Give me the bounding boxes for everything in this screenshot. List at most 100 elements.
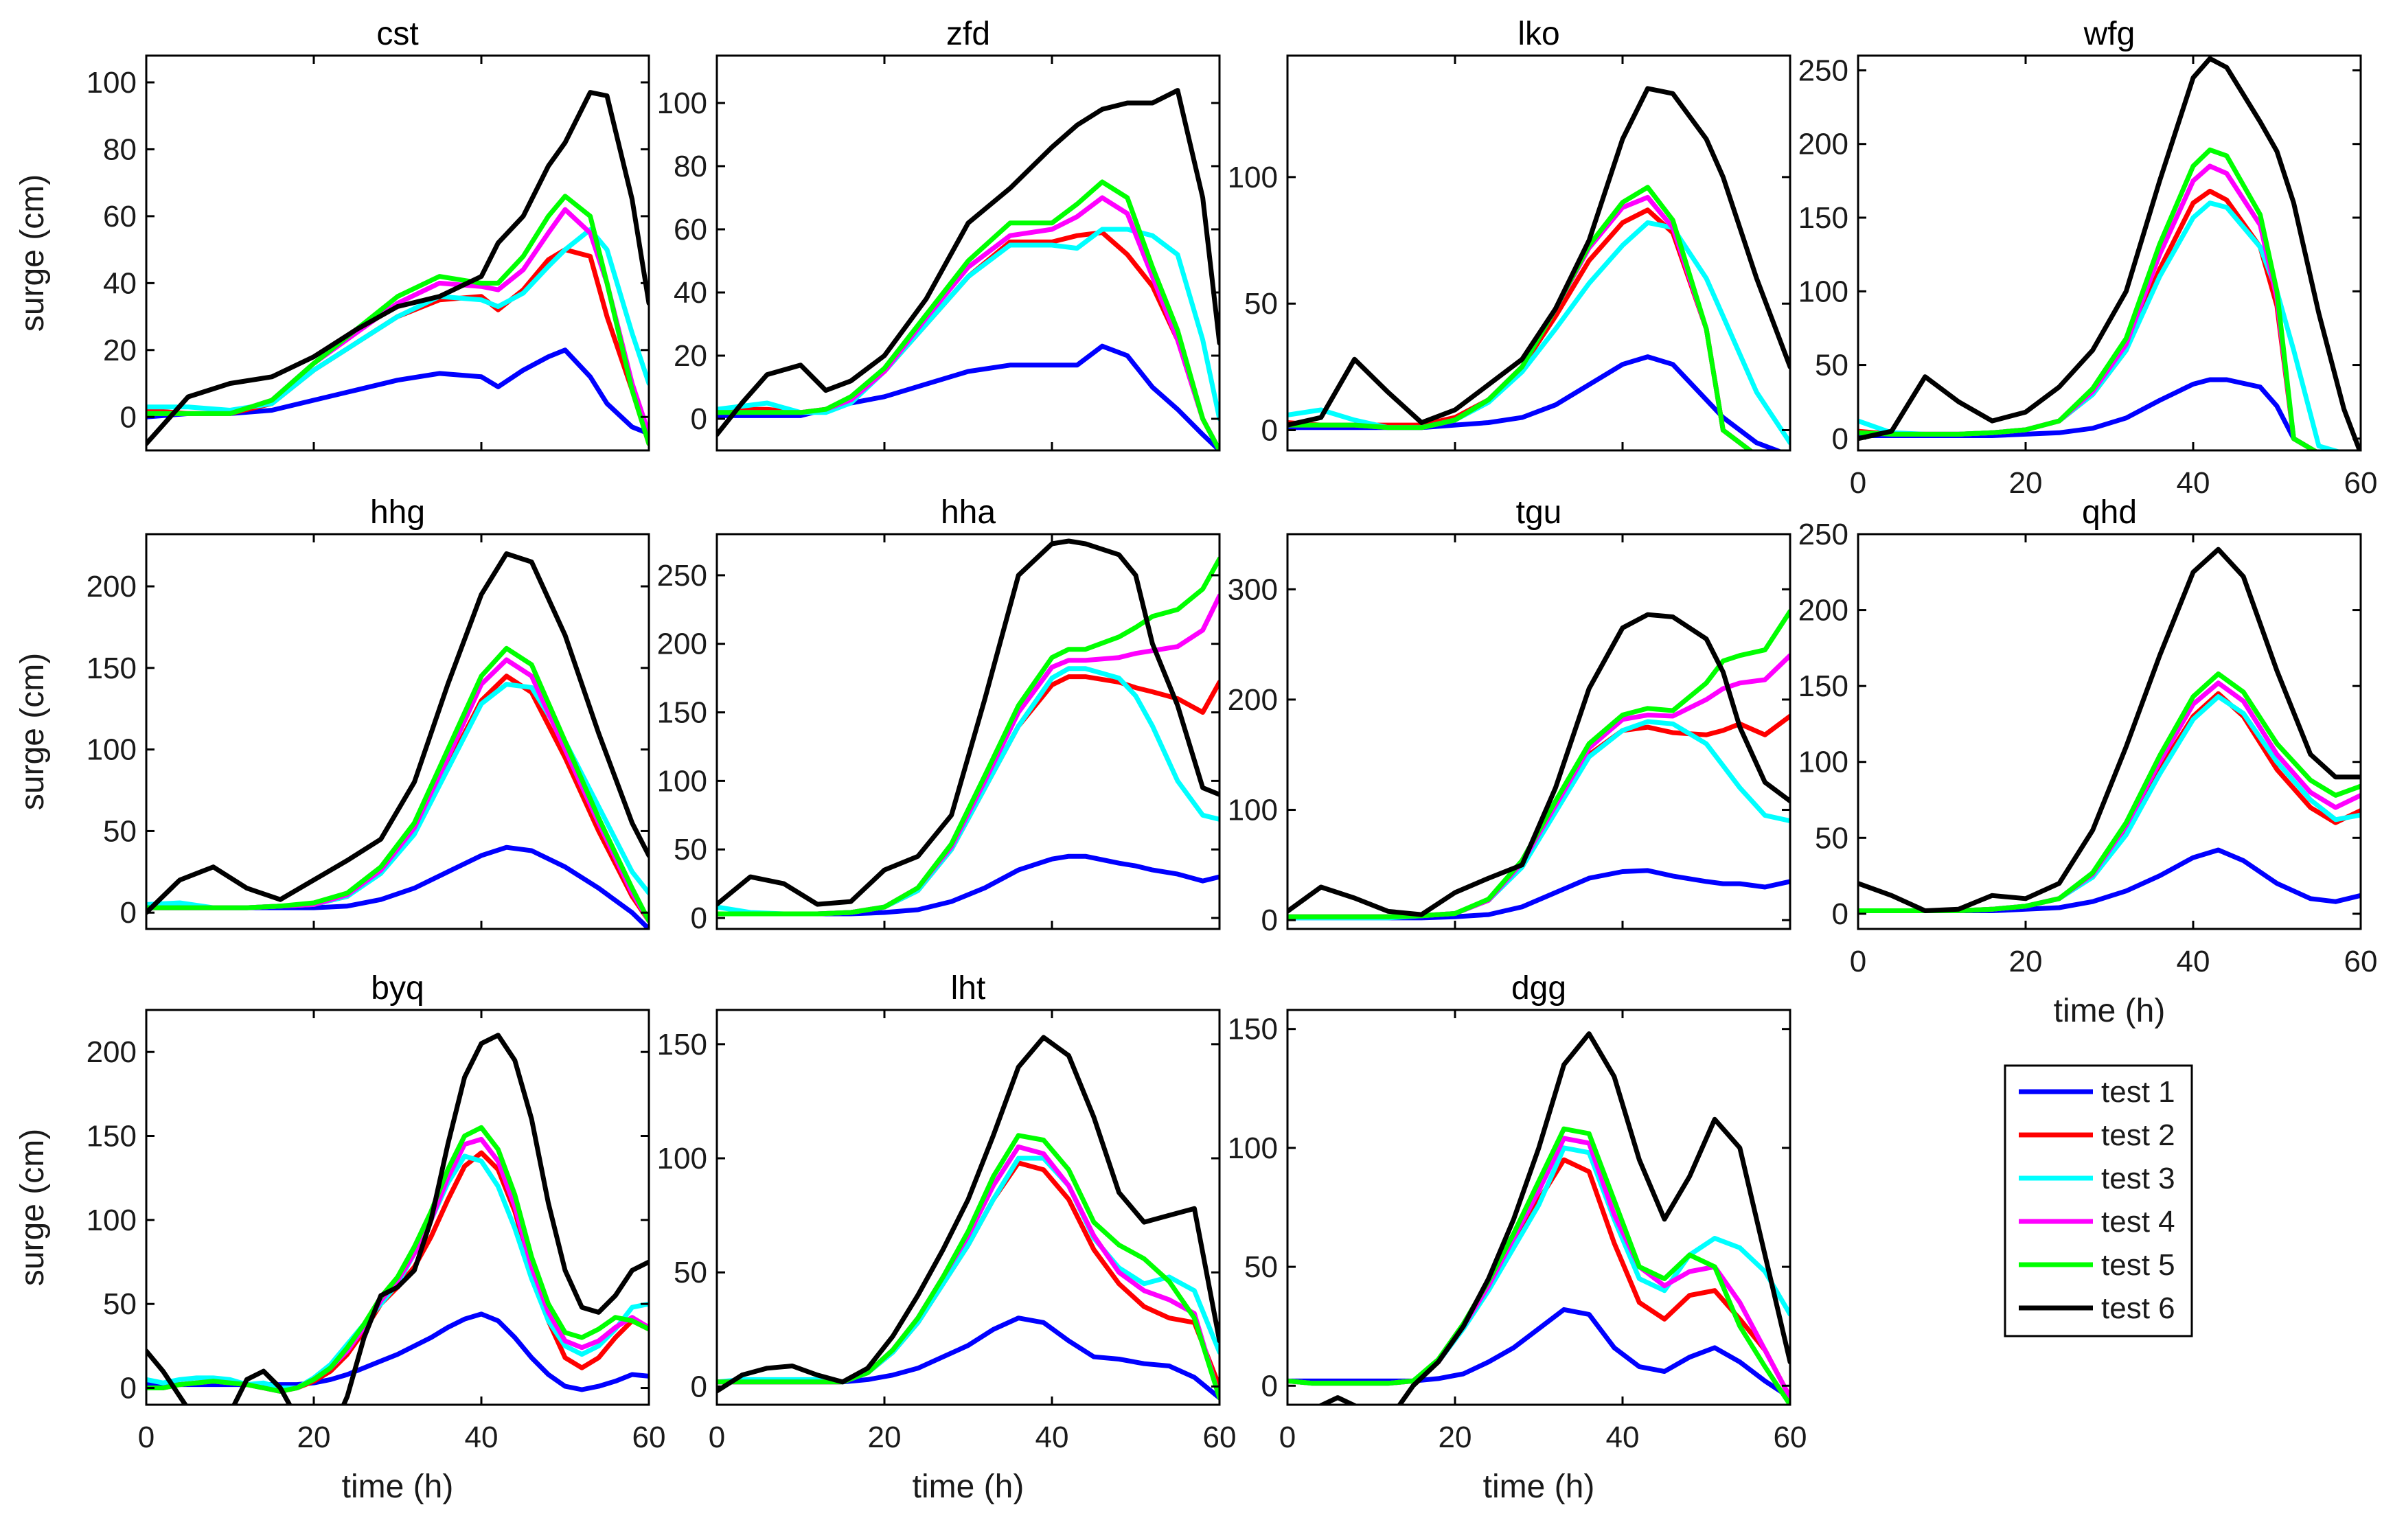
series-line-test-5 bbox=[1287, 185, 1754, 450]
legend-label-test-1: test 1 bbox=[2101, 1075, 2175, 1109]
series-line-test-1 bbox=[717, 853, 1219, 917]
y-tick-label: 80 bbox=[103, 133, 137, 166]
y-tick-label: 0 bbox=[120, 1372, 137, 1405]
panel-lko: 0 50 100 lko bbox=[1228, 16, 1791, 452]
series-line-test-5 bbox=[146, 194, 649, 446]
panel-hha: 0 50 100 150 200 250 hha bbox=[657, 494, 1221, 935]
series-line-test-1 bbox=[717, 343, 1219, 450]
series-line-test-3 bbox=[1858, 694, 2361, 913]
panel-cst: 0 20 40 60 80 100 cst surge (cm) bbox=[14, 16, 650, 452]
series-group bbox=[1287, 1031, 1790, 1405]
series-line-test-2 bbox=[146, 674, 649, 923]
legend-label-test-3: test 3 bbox=[2101, 1162, 2175, 1195]
panel-title: dgg bbox=[1511, 970, 1566, 1007]
y-tick-label: 0 bbox=[1261, 904, 1278, 937]
series-line-test-6 bbox=[717, 1035, 1219, 1394]
series-line-test-4 bbox=[1858, 680, 2361, 913]
legend-label-test-2: test 2 bbox=[2101, 1118, 2175, 1152]
y-tick-label: 100 bbox=[1228, 161, 1278, 194]
panel-title: lko bbox=[1518, 16, 1559, 52]
series-line-test-6 bbox=[1317, 1031, 1790, 1405]
y-tick-label: 100 bbox=[657, 1142, 707, 1175]
y-tick-label: 100 bbox=[1798, 746, 1848, 779]
series-group bbox=[717, 1035, 1219, 1401]
y-tick-label: 250 bbox=[657, 559, 707, 593]
y-tick-label: 250 bbox=[1798, 518, 1848, 551]
series-line-test-5 bbox=[1287, 608, 1790, 919]
panel-lht: 0 20 40 60 0 50 100 150 lht time (h) bbox=[657, 970, 1237, 1505]
x-tick-label: 40 bbox=[2177, 466, 2210, 500]
panels: 0 20 40 60 80 100 cst surge (cm) 0 20 40 60 80 100 zfd… bbox=[14, 16, 2377, 1505]
series-line-test-4 bbox=[1858, 163, 2319, 450]
panel-title: zfd bbox=[946, 16, 990, 52]
axes-frame bbox=[715, 54, 1221, 452]
series-line-test-1 bbox=[146, 844, 649, 929]
panel-title: hha bbox=[941, 494, 996, 531]
series-line-test-6 bbox=[146, 90, 649, 446]
y-tick-label: 0 bbox=[691, 1370, 707, 1403]
panel-qhd: 0 20 40 60 0 50 100 150 200 250 qhd time (h) bbox=[1798, 494, 2378, 1029]
x-tick-label: 40 bbox=[2177, 945, 2210, 978]
series-line-test-1 bbox=[1287, 868, 1790, 921]
y-tick-label: 150 bbox=[1228, 1013, 1278, 1046]
y-tick-label: 50 bbox=[1244, 1250, 1278, 1284]
series-group bbox=[1287, 608, 1790, 921]
series-line-test-6 bbox=[146, 1033, 649, 1405]
series-line-test-5 bbox=[1287, 1126, 1790, 1405]
series-line-test-6 bbox=[1287, 612, 1790, 917]
y-tick-label: 200 bbox=[1798, 128, 1848, 161]
panel-hhg: 0 50 100 150 200 hhg surge (cm) bbox=[14, 494, 650, 930]
y-tick-label: 50 bbox=[674, 833, 707, 866]
series-line-test-4 bbox=[1287, 653, 1790, 919]
series-line-test-5 bbox=[717, 1133, 1219, 1401]
y-tick-label: 100 bbox=[657, 764, 707, 798]
x-axis-label: time (h) bbox=[1483, 1469, 1595, 1505]
y-tick-label: 150 bbox=[87, 652, 137, 685]
panel-title: hhg bbox=[370, 494, 425, 531]
y-tick-label: 300 bbox=[1228, 573, 1278, 606]
series-group bbox=[1287, 86, 1790, 450]
series-group bbox=[717, 538, 1219, 917]
series-line-test-5 bbox=[717, 179, 1219, 450]
x-axis-label: time (h) bbox=[342, 1469, 454, 1505]
y-tick-label: 50 bbox=[674, 1256, 707, 1289]
y-tick-label: 0 bbox=[1832, 897, 1848, 931]
panel-title: byq bbox=[371, 970, 424, 1007]
y-tick-label: 100 bbox=[1228, 1131, 1278, 1165]
x-tick-label: 0 bbox=[1279, 1421, 1296, 1454]
x-tick-label: 20 bbox=[2009, 466, 2043, 500]
x-axis-label: time (h) bbox=[913, 1469, 1024, 1505]
axes-frame bbox=[145, 54, 650, 452]
series-line-test-1 bbox=[146, 347, 649, 437]
series-line-test-2 bbox=[1287, 713, 1790, 919]
series-line-test-4 bbox=[717, 1144, 1219, 1401]
y-tick-label: 0 bbox=[1832, 422, 1848, 456]
y-tick-label: 100 bbox=[87, 733, 137, 767]
x-tick-label: 60 bbox=[1774, 1421, 1807, 1454]
legend-label-test-4: test 4 bbox=[2101, 1205, 2175, 1239]
y-tick-label: 20 bbox=[103, 334, 137, 367]
legend-box bbox=[2004, 1064, 2193, 1337]
y-tick-label: 50 bbox=[1244, 287, 1278, 321]
y-tick-label: 150 bbox=[87, 1120, 137, 1153]
panel-title: wfg bbox=[2083, 16, 2135, 52]
series-line-test-3 bbox=[1287, 719, 1790, 921]
y-tick-label: 150 bbox=[1798, 201, 1848, 235]
x-tick-label: 20 bbox=[1439, 1421, 1472, 1454]
series-group bbox=[146, 551, 649, 929]
x-tick-label: 20 bbox=[2009, 945, 2043, 978]
series-line-test-2 bbox=[1858, 691, 2361, 913]
series-line-test-4 bbox=[1287, 194, 1754, 450]
x-tick-label: 60 bbox=[2344, 945, 2378, 978]
y-tick-label: 100 bbox=[657, 87, 707, 120]
y-tick-label: 0 bbox=[120, 896, 137, 930]
panel-title: tgu bbox=[1516, 494, 1562, 531]
y-tick-label: 200 bbox=[1798, 594, 1848, 628]
y-tick-label: 80 bbox=[674, 150, 707, 183]
y-tick-label: 20 bbox=[674, 339, 707, 373]
axes-frame bbox=[1286, 533, 1791, 930]
panel-title: qhd bbox=[2082, 494, 2137, 531]
legend-label-test-6: test 6 bbox=[2101, 1291, 2175, 1325]
legend: test 1 test 2 test 3 test 4 test 5 test 6 bbox=[2004, 1064, 2193, 1337]
